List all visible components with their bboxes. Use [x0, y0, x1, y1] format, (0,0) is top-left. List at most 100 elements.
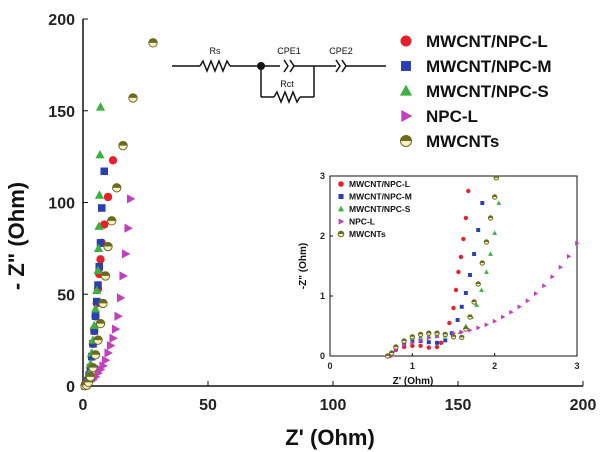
main-point-mwcnt-npc-m	[97, 204, 106, 212]
inset-legend-marker-mwcnt-npc-m	[338, 193, 344, 200]
main-legend-marker-mwcnts	[400, 135, 412, 147]
inset-point-mwcnt-npc-s	[479, 287, 484, 292]
inset-point-mwcnt-npc-l	[463, 215, 469, 221]
main-point-mwcnt-npc-m	[95, 262, 104, 271]
main-point-mwcnt-npc-m	[100, 167, 109, 176]
inset-point-mwcnt-npc-l	[438, 340, 444, 345]
inset-point-mwcnts	[479, 260, 486, 266]
main-point-mwcnts	[98, 298, 108, 309]
inset-point-mwcnt-npc-l	[456, 269, 461, 275]
inset-point-mwcnts	[450, 334, 457, 340]
main-data-points	[80, 38, 158, 391]
inset-point-npc-l	[418, 337, 424, 343]
cpe1-symbol-b	[289, 59, 295, 73]
inset-point-mwcnt-npc-s	[488, 251, 493, 256]
inset-plot-axes	[329, 175, 578, 357]
inset-point-npc-l	[550, 274, 555, 280]
inset-legend-label-mwcnt-npc-m: MWCNT/NPC-M	[349, 192, 412, 202]
main-legend-marker-mwcnt-npc-l	[400, 35, 412, 47]
inset-legend-label-npc-l: NPC-L	[349, 217, 375, 227]
main-point-mwcnts	[107, 216, 117, 226]
inset-tick-labels: 0 1 2 3 0 1 2 3	[320, 171, 580, 371]
cpe2-symbol-b	[341, 59, 347, 73]
main-point-mwcnts	[90, 350, 101, 360]
inset-x-tick-label: 2	[492, 361, 497, 371]
inset-point-mwcnts	[389, 350, 395, 356]
inset-frame	[329, 175, 578, 357]
main-point-mwcnt-npc-m	[90, 327, 99, 335]
inset-point-mwcnts	[401, 338, 407, 344]
inset-y-tick-label: 1	[320, 291, 325, 301]
inset-point-npc-l	[402, 342, 407, 348]
inset-legend-marker-mwcnts	[337, 230, 345, 238]
inset-point-npc-l	[410, 340, 415, 346]
inset-point-mwcnt-npc-m	[463, 291, 468, 295]
inset-point-mwcnt-npc-l	[447, 320, 452, 326]
main-point-npc-l	[119, 271, 128, 281]
main-legend-label-mwcnt-npc-s: MWCNT/NPC-S	[426, 82, 549, 101]
main-point-mwcnt-npc-s	[94, 221, 104, 230]
main-x-axis-title: Z' (Ohm)	[285, 425, 375, 450]
circuit-label-rs: Rs	[210, 46, 221, 56]
inset-legend-marker-mwcnt-npc-l	[338, 181, 344, 187]
main-x-tick-label: 0	[79, 397, 88, 414]
main-legend-marker-mwcnt-npc-s	[399, 84, 413, 96]
main-point-mwcnts	[93, 335, 103, 345]
main-point-mwcnts	[112, 183, 122, 193]
main-y-tick-label: 0	[66, 379, 75, 396]
inset-point-mwcnt-npc-m	[455, 318, 460, 322]
inset-x-tick-label: 3	[574, 361, 579, 371]
inset-point-mwcnt-npc-l	[434, 344, 440, 350]
main-point-mwcnt-npc-s	[93, 243, 104, 252]
main-series-mwcnts	[80, 38, 158, 391]
inset-point-mwcnt-npc-l	[461, 236, 466, 242]
inset-series-npc-l	[389, 240, 580, 359]
main-point-npc-l	[99, 361, 108, 371]
inset-point-mwcnt-npc-l	[466, 188, 471, 194]
inset-legend-label-mwcnt-npc-s: MWCNT/NPC-S	[349, 204, 411, 214]
main-x-tick-label: 150	[445, 397, 472, 414]
main-x-tick-label: 50	[199, 397, 217, 414]
equivalent-circuit-diagram: Rs CPE1 CPE2 Rct	[172, 46, 386, 105]
inset-point-mwcnts	[493, 175, 500, 181]
inset-point-mwcnt-npc-s	[474, 302, 479, 307]
main-y-tick-label: 50	[57, 287, 75, 304]
inset-y-tick-label: 0	[320, 351, 325, 361]
inset-point-mwcnts	[467, 314, 473, 320]
main-point-npc-l	[124, 223, 133, 233]
inset-point-mwcnt-npc-l	[458, 254, 464, 260]
main-point-mwcnts	[148, 38, 158, 48]
main-point-npc-l	[114, 311, 123, 321]
main-point-mwcnt-npc-m	[89, 340, 97, 348]
main-point-npc-l	[101, 355, 111, 365]
main-point-mwcnt-npc-s	[92, 285, 102, 295]
main-point-npc-l	[121, 249, 131, 259]
inset-point-npc-l	[484, 322, 489, 328]
main-point-mwcnts	[118, 140, 128, 151]
inset-point-mwcnt-npc-m	[467, 273, 472, 277]
inset-legend: MWCNT/NPC-L MWCNT/NPC-M MWCNT/NPC-S NPC-L MW…	[337, 179, 412, 239]
main-point-mwcnts	[88, 362, 98, 373]
inset-point-npc-l	[501, 314, 506, 320]
inset-legend-label-mwcnt-npc-l: MWCNT/NPC-L	[349, 179, 410, 189]
inset-point-mwcnt-npc-m	[426, 340, 431, 345]
inset-point-npc-l	[426, 335, 432, 341]
inset-point-mwcnt-npc-s	[484, 269, 489, 274]
inset-point-npc-l	[566, 253, 572, 259]
inset-point-mwcnt-npc-m	[472, 252, 477, 256]
main-legend-label-mwcnt-npc-l: MWCNT/NPC-L	[426, 32, 548, 51]
inset-point-mwcnt-npc-s	[492, 230, 498, 235]
inset-point-npc-l	[468, 327, 473, 333]
rct-resistor-symbol	[273, 89, 301, 105]
inset-point-mwcnts	[434, 330, 440, 336]
inset-point-npc-l	[533, 291, 539, 297]
main-y-axis-title: - Z" (Ohm)	[4, 182, 29, 290]
inset-point-mwcnts	[442, 331, 448, 338]
main-legend-label-npc-l: NPC-L	[426, 107, 478, 126]
inset-point-npc-l	[558, 264, 564, 270]
main-legend-marker-mwcnt-npc-m	[401, 61, 411, 71]
main-point-npc-l	[109, 333, 118, 343]
inset-point-mwcnt-npc-m	[443, 338, 448, 343]
inset-legend-label-mwcnts: MWCNTs	[349, 229, 386, 239]
main-point-npc-l	[111, 324, 121, 334]
